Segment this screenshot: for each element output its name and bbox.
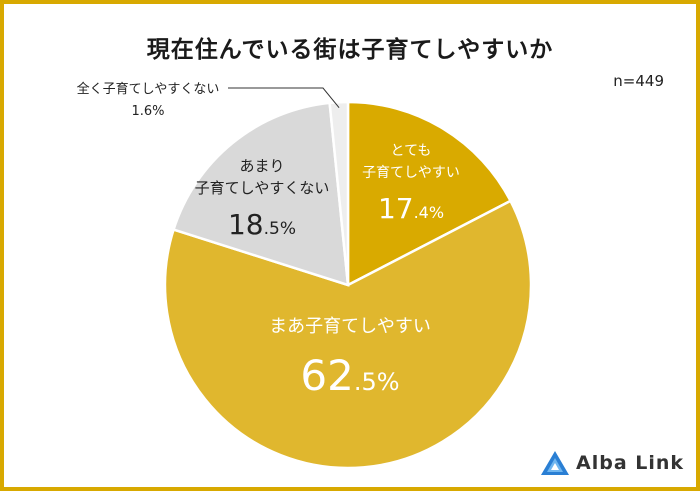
pie-slice: [346, 100, 513, 288]
slice-value-label: 18.5%: [228, 208, 296, 241]
pie-slice: [172, 101, 350, 287]
alba-link-logo: Alba Link: [540, 450, 684, 476]
leader-line: [228, 87, 340, 109]
alba-link-logo-icon: [541, 451, 569, 475]
pie-slice: [328, 100, 350, 286]
slice-value-label: 62.5%: [300, 351, 399, 400]
sample-size-label: n=449: [613, 72, 664, 90]
slice-value-label: 1.6%: [131, 104, 164, 119]
slice-label: 子育てしやすい: [362, 165, 460, 181]
slice-label: まあ子育てしやすい: [269, 316, 431, 337]
slice-value-label: 17.4%: [378, 192, 444, 225]
chart-title: 現在住んでいる街は子育てしやすいか: [146, 37, 554, 63]
pie-slice: [163, 199, 533, 470]
slice-label: あまり: [239, 157, 284, 175]
slice-label: 子育てしやすくない: [195, 179, 330, 197]
alba-link-logo-text: Alba Link: [576, 452, 685, 474]
slice-label: とても: [391, 143, 432, 159]
slice-label: 全く子育てしやすくない: [77, 81, 220, 97]
